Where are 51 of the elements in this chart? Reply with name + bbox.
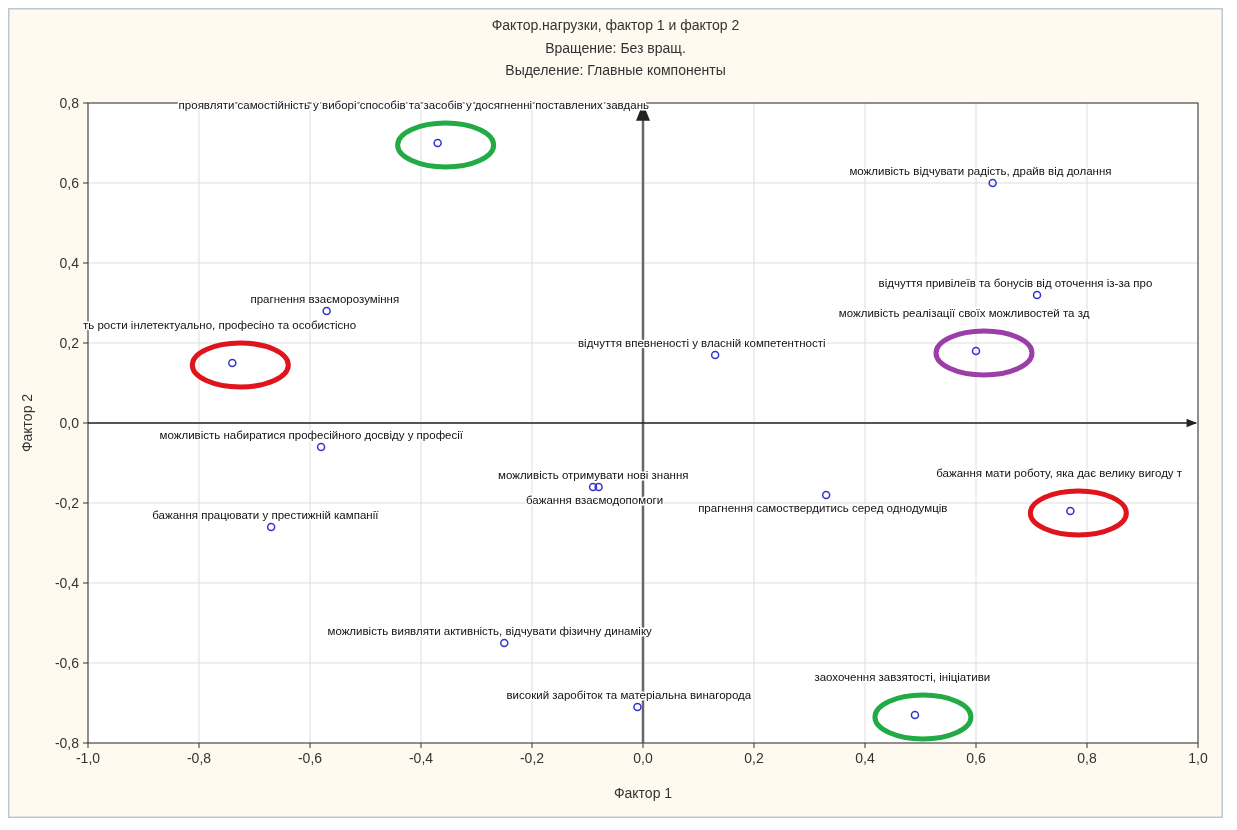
y-tick-label: -0,2 <box>54 495 80 511</box>
x-tick-label: -0,2 <box>519 750 545 766</box>
x-tick-label: -0,4 <box>408 750 434 766</box>
point <box>1066 506 1075 516</box>
y-tick-label: 0,8 <box>59 95 80 111</box>
point <box>266 522 276 532</box>
point <box>588 482 598 492</box>
point <box>228 358 237 368</box>
annotation: можливість набиратися професійного досвіду у професії <box>159 429 464 441</box>
x-tick-label: 1,0 <box>1188 750 1208 766</box>
annotation: можливість реалізації своїх можливостей та зд <box>838 307 1090 319</box>
point <box>710 350 720 360</box>
annotation: можливість відчувати радість, драйв від долання <box>849 165 1112 177</box>
y-tick-label: 0,0 <box>59 415 80 431</box>
chart-subtitle: Вращение: Без вращ. Выделение: Главные компоненты <box>505 40 726 78</box>
annotation: прагнення самоствердитись серед однодумців <box>698 502 948 514</box>
annotation: заохочення завзятості, ініціативи <box>814 671 991 683</box>
x-tick-label: 0,8 <box>1077 750 1097 766</box>
y-tick-label: 0,4 <box>59 255 80 271</box>
point <box>910 710 920 720</box>
annotation: ть рости інлетектуально, професіно та особистісно <box>82 319 357 331</box>
point <box>433 138 442 148</box>
chart-title: Фактор.нагрузки, фактор 1 и фактор 2 <box>491 17 740 33</box>
x-tick-label: -0,6 <box>297 750 323 766</box>
y-tick-label: -0,8 <box>54 735 80 751</box>
x-tick-label: -1,0 <box>75 750 101 766</box>
point <box>500 638 509 648</box>
y-tick-label: -0,4 <box>54 575 80 591</box>
x-tick-label: 0,0 <box>633 750 653 766</box>
x-tick-label: 0,2 <box>744 750 764 766</box>
annotation: бажання працювати у престижній кампанії <box>152 509 380 521</box>
annotation: бажання мати роботу, яка дає велику вигоду т <box>936 467 1183 479</box>
point <box>821 490 831 500</box>
y-axis-title: Фактор 2 <box>19 393 35 453</box>
y-tick-label: 0,6 <box>59 175 80 191</box>
point <box>633 702 642 712</box>
point <box>1032 290 1042 300</box>
x-tick-label: 0,4 <box>855 750 875 766</box>
y-tick-label: -0,6 <box>54 655 80 671</box>
point <box>316 442 326 452</box>
x-axis-title: Фактор 1 <box>613 785 673 801</box>
point <box>988 178 997 188</box>
point <box>971 346 981 356</box>
annotation: відчуття привілеїв та бонусів від оточення із-за про <box>878 277 1153 289</box>
x-tick-label: -0,8 <box>186 750 212 766</box>
annotation: прагнення взаєморозуміння <box>250 293 400 305</box>
point <box>322 306 331 316</box>
point <box>594 482 603 492</box>
x-tick-label: 0,6 <box>966 750 986 766</box>
y-tick-label: 0,2 <box>59 335 80 351</box>
annotation: проявляти самостійність у виборі способів та засобів у досягненні поставлених завдань <box>178 99 649 111</box>
